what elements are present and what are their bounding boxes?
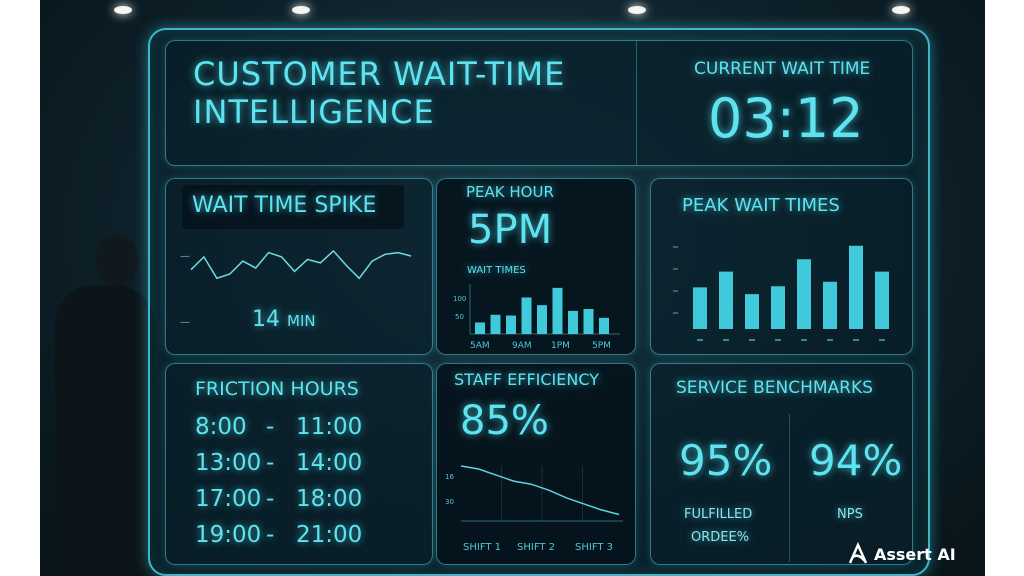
axis-tick: — (180, 317, 190, 328)
ceiling-light (628, 6, 646, 14)
x-tick: SHIFT 1 (463, 542, 502, 553)
staff-efficiency-panel: STAFF EFFICIENCY 85% 16 30 SHIFT 1 SHIFT… (436, 363, 636, 565)
wait-spike-sparkline (190, 249, 412, 280)
y-tick: 30 (445, 498, 454, 506)
nps-value: 94% (809, 436, 903, 485)
bar (599, 317, 609, 334)
ceiling-light (114, 6, 132, 14)
y-tick: 100 (453, 295, 467, 303)
nps-label: NPS (837, 507, 863, 522)
x-tick: 1PM (551, 341, 570, 351)
spike-line (190, 249, 412, 280)
bar (583, 309, 594, 334)
bar (875, 271, 889, 329)
bar (506, 315, 516, 334)
bar (552, 287, 563, 334)
brand-watermark: Assert AI (845, 541, 956, 567)
axis-tick: — (180, 251, 190, 262)
friction-hours-panel: FRICTION HOURS 8:00-11:00 13:00-14:00 17:0… (165, 363, 433, 565)
ceiling-light (292, 6, 310, 14)
dashboard-title: CUSTOMER WAIT-TIME (193, 55, 566, 93)
friction-end-time: 11:00 (296, 414, 363, 440)
x-tick: 5PM (592, 341, 611, 351)
x-tick: 5AM (470, 341, 490, 351)
peak-hour-value: 5PM (468, 207, 553, 253)
range-separator: - (266, 450, 275, 476)
bar (568, 310, 578, 334)
peak-hour-title: PEAK HOUR (466, 183, 554, 201)
staff-efficiency-line-chart (460, 465, 623, 522)
wait-times-bar-chart (469, 284, 620, 335)
fulfilled-orders-label: FULFILLED (684, 507, 753, 522)
bar (745, 294, 759, 329)
x-tick: SHIFT 2 (517, 542, 556, 553)
fulfilled-orders-value: 95% (679, 436, 773, 485)
service-benchmarks-panel: SERVICE BENCHMARKS 95% FULFILLED ORDEE% … (650, 363, 913, 565)
bar (823, 281, 837, 329)
service-benchmarks-title: SERVICE BENCHMARKS (676, 378, 873, 398)
bar (719, 271, 733, 329)
friction-start-time: 8:00 (195, 414, 247, 440)
x-tick: SHIFT 3 (575, 542, 614, 553)
brand-name: Assert AI (874, 544, 956, 564)
range-separator: - (266, 522, 275, 548)
person-silhouette (45, 235, 155, 576)
ceiling-light (892, 6, 910, 14)
wait-times-chart-title: WAIT TIMES (467, 265, 526, 276)
fulfilled-orders-label-line2: ORDEE% (691, 530, 750, 545)
spike-unit: MIN (287, 312, 316, 330)
bar (849, 245, 863, 329)
staff-efficiency-title: STAFF EFFICIENCY (454, 370, 599, 389)
friction-start-time: 13:00 (195, 450, 262, 476)
staff-efficiency-value: 85% (460, 398, 549, 444)
range-separator: - (266, 486, 275, 512)
peak-wait-times-bar-chart (673, 245, 889, 341)
range-separator: - (266, 414, 275, 440)
bar (797, 259, 811, 329)
wait-spike-value: 14 MIN (252, 307, 316, 332)
friction-end-time: 18:00 (296, 486, 363, 512)
peak-wait-times-title: PEAK WAIT TIMES (682, 195, 840, 216)
bar (521, 297, 532, 334)
dashboard-title-line2: INTELLIGENCE (193, 93, 435, 131)
y-tick: 50 (455, 313, 464, 321)
y-tick: 16 (445, 473, 454, 481)
friction-end-time: 14:00 (296, 450, 363, 476)
friction-hours-title: FRICTION HOURS (195, 378, 359, 400)
friction-start-time: 19:00 (195, 522, 262, 548)
scene-background: CUSTOMER WAIT-TIME INTELLIGENCE CURRENT … (40, 0, 985, 576)
header-panel: CUSTOMER WAIT-TIME INTELLIGENCE CURRENT … (165, 40, 913, 166)
current-wait-label: CURRENT WAIT TIME (694, 59, 871, 79)
wait-spike-title: WAIT TIME SPIKE (192, 193, 377, 218)
efficiency-line (460, 465, 620, 516)
bar (475, 322, 485, 334)
bar (537, 305, 547, 334)
x-tick: 9AM (512, 341, 532, 351)
peak-hour-panel: PEAK HOUR 5PM WAIT TIMES 100 50 5AM 9AM … (436, 178, 636, 355)
friction-end-time: 21:00 (296, 522, 363, 548)
assert-ai-logo-icon (848, 541, 868, 564)
bar (693, 287, 707, 329)
current-wait-value: 03:12 (708, 87, 864, 150)
spike-number: 14 (252, 307, 280, 332)
wait-spike-panel: WAIT TIME SPIKE — — 14 MIN (165, 178, 433, 355)
friction-start-time: 17:00 (195, 486, 262, 512)
bar (771, 286, 785, 329)
bar (490, 314, 501, 334)
peak-wait-times-panel: PEAK WAIT TIMES (650, 178, 913, 355)
